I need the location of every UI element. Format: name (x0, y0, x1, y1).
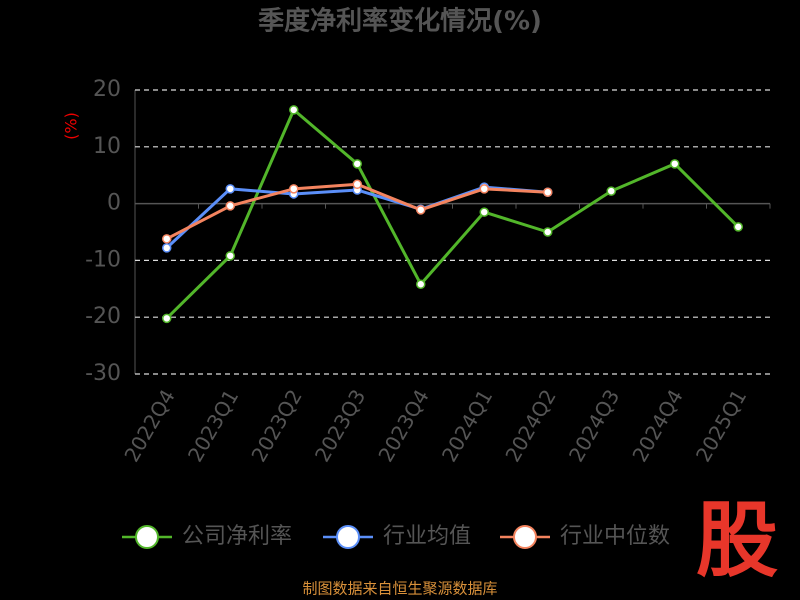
data-point (352, 179, 362, 190)
chart-title: 季度净利率变化情况(%) (258, 6, 542, 37)
x-tick-label: 2024Q2 (500, 385, 560, 466)
data-point (543, 227, 553, 237)
data-point (162, 313, 172, 324)
x-tick-label: 2023Q2 (246, 385, 306, 466)
y-tick-label: 10 (93, 134, 121, 159)
logo: 股 (696, 493, 778, 588)
data-point (225, 184, 235, 194)
x-tick-label: 2023Q3 (310, 385, 370, 466)
y-tick-label: 20 (93, 77, 121, 102)
data-point (225, 201, 235, 211)
legend-marker (513, 525, 537, 549)
legend-label: 行业均值 (383, 524, 471, 549)
data-point (289, 184, 299, 194)
legend-label: 公司净利率 (182, 524, 292, 549)
x-tick-label: 2024Q4 (627, 385, 687, 466)
y-tick-label: -10 (85, 247, 121, 272)
x-tick-label: 2023Q1 (183, 385, 243, 466)
data-point (416, 279, 426, 290)
data-point (606, 186, 616, 196)
legend-marker (135, 525, 159, 549)
data-point (543, 187, 553, 197)
x-tick-label: 2023Q4 (373, 385, 433, 466)
data-point (289, 105, 299, 115)
data-point (670, 159, 680, 169)
x-tick-label: 2024Q3 (564, 385, 624, 466)
data-point (416, 205, 426, 215)
data-point (733, 222, 743, 232)
y-tick-label: 0 (107, 191, 121, 216)
data-point (162, 243, 172, 253)
y-tick-label: -20 (85, 304, 121, 329)
y-tick-label: -30 (85, 361, 121, 386)
x-tick-label: 2022Q4 (119, 385, 179, 466)
data-point (225, 251, 235, 261)
x-tick-label: 2025Q1 (691, 385, 751, 466)
series-line (165, 107, 740, 320)
data-point (162, 234, 172, 244)
data-point (479, 207, 489, 217)
legend-label: 行业中位数 (560, 524, 670, 549)
legend-marker (336, 525, 360, 549)
series-line (165, 185, 548, 250)
data-point (352, 159, 362, 169)
y-axis-label: (%) (62, 112, 81, 140)
data-point (479, 184, 489, 194)
source-note: 制图数据来自恒生聚源数据库 (302, 580, 497, 598)
x-tick-label: 2024Q1 (437, 385, 497, 466)
